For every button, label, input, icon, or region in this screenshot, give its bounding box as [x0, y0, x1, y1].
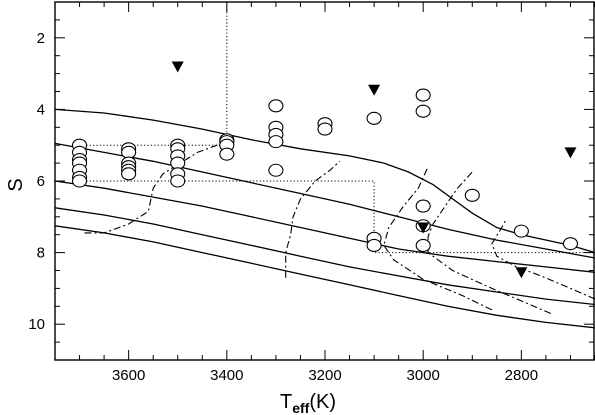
- axes-layer: 3600 3400 3200 3000 2800 2 4 6 8 10: [28, 1, 595, 384]
- x-axis-title-unit: (K): [309, 391, 336, 413]
- x-tick-label: 3400: [210, 367, 243, 384]
- dotted-line-2: [79, 180, 595, 254]
- circle-point-6: [71, 174, 88, 188]
- circle-point-34: [415, 104, 431, 118]
- circle-point-32: [366, 238, 382, 252]
- circle-point-33: [415, 88, 431, 102]
- y-tick-label: 4: [37, 101, 45, 118]
- dashed-curve-4: [491, 218, 595, 300]
- x-tick-label: 3000: [406, 367, 439, 384]
- triangle-point-4: [564, 147, 577, 159]
- x-tick-label: 3200: [308, 367, 341, 384]
- circle-point-38: [464, 188, 480, 202]
- circle-point-35: [415, 199, 431, 213]
- dashed-curve-0: [84, 139, 232, 234]
- circle-point-26: [268, 135, 284, 149]
- y-tick-label: 6: [37, 173, 45, 190]
- x-tick-label: 3600: [112, 367, 145, 384]
- circle-point-39: [513, 224, 529, 238]
- circle-point-27: [268, 163, 284, 177]
- x-axis-title: Teff(K): [280, 391, 336, 415]
- y-tick-label: 8: [37, 245, 45, 262]
- dashed-curve-3: [427, 171, 552, 315]
- y-axis-title: S: [5, 178, 27, 191]
- solid-curve-2: [54, 180, 595, 273]
- x-tick-label: 2800: [505, 367, 538, 384]
- y-tick-label: 2: [37, 30, 45, 47]
- circle-point-18: [170, 174, 186, 188]
- dashed-curve-1: [285, 160, 341, 278]
- triangle-point-2: [417, 222, 430, 234]
- circle-point-40: [562, 237, 579, 251]
- curve-layer: [54, 2, 595, 329]
- marker-layer: [71, 61, 579, 279]
- solid-curve-3: [54, 207, 595, 306]
- circle-point-30: [366, 111, 382, 125]
- solid-curve-0: [54, 108, 595, 254]
- circle-point-29: [317, 122, 333, 136]
- triangle-point-3: [515, 267, 528, 279]
- solid-curve-1: [54, 142, 595, 259]
- triangle-point-1: [368, 84, 381, 96]
- circle-point-23: [268, 99, 284, 113]
- solid-curve-4: [54, 225, 595, 329]
- circle-point-22: [219, 147, 235, 161]
- y-tick-label: 10: [28, 316, 45, 333]
- circle-point-37: [415, 238, 431, 252]
- x-axis-title-sub: eff: [292, 400, 309, 415]
- triangle-point-0: [171, 61, 184, 73]
- circle-point-12: [121, 167, 137, 181]
- dashed-curve-2: [383, 166, 493, 311]
